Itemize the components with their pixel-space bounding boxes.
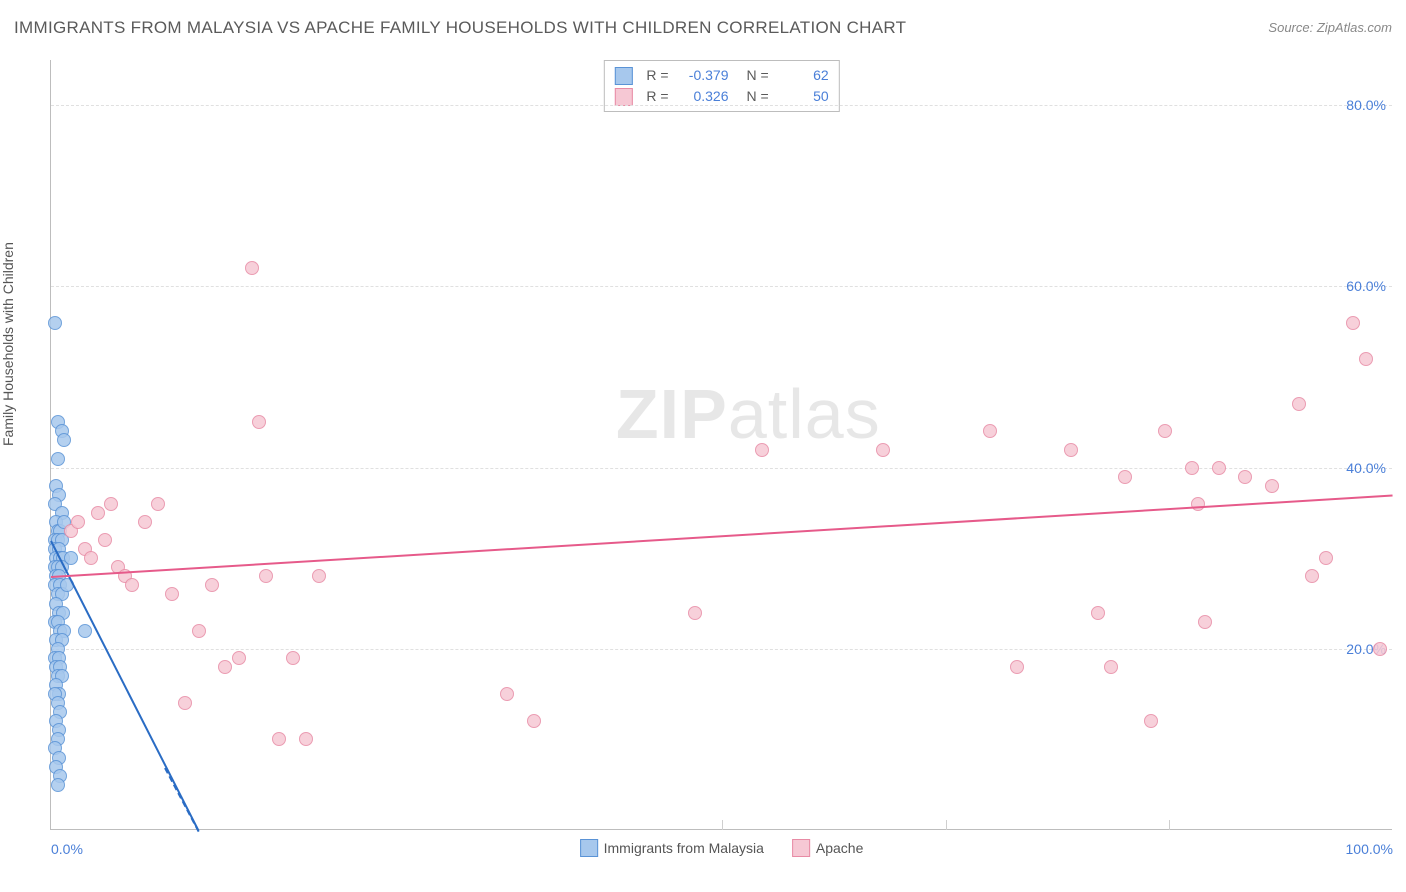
scatter-point [104,497,118,511]
scatter-point [286,651,300,665]
scatter-point [48,316,62,330]
scatter-point [1144,714,1158,728]
y-axis-label: Family Households with Children [0,242,16,446]
swatch-series1 [580,839,598,857]
stat-r-series2: 0.326 [679,86,729,107]
scatter-point [1265,479,1279,493]
swatch-series2 [614,88,632,106]
scatter-point [527,714,541,728]
legend-row-series1: R = -0.379 N = 62 [614,65,828,86]
regression-line-extrapolated [164,767,199,831]
legend-stats-box: R = -0.379 N = 62 R = 0.326 N = 50 [603,60,839,112]
stat-label-r: R = [646,65,668,86]
source-attribution: Source: ZipAtlas.com [1268,20,1392,35]
swatch-series1 [614,67,632,85]
scatter-point [1373,642,1387,656]
scatter-point [1010,660,1024,674]
scatter-point [1319,551,1333,565]
chart-title: IMMIGRANTS FROM MALAYSIA VS APACHE FAMIL… [14,18,906,38]
x-tick-mark [1169,820,1170,830]
scatter-point [1292,397,1306,411]
scatter-point [500,687,514,701]
scatter-point [1238,470,1252,484]
legend-bottom: Immigrants from Malaysia Apache [580,839,864,857]
stat-label-n: N = [747,86,769,107]
scatter-point [57,433,71,447]
scatter-point [1212,461,1226,475]
scatter-point [252,415,266,429]
legend-row-series2: R = 0.326 N = 50 [614,86,828,107]
scatter-point [1191,497,1205,511]
x-tick-label: 100.0% [1346,841,1393,857]
scatter-point [1346,316,1360,330]
scatter-point [232,651,246,665]
gridline-horizontal [51,649,1392,650]
x-tick-mark [946,820,947,830]
scatter-point [1185,461,1199,475]
scatter-point [178,696,192,710]
swatch-series2 [792,839,810,857]
regression-line [51,495,1393,579]
stat-label-r: R = [646,86,668,107]
gridline-horizontal [51,286,1392,287]
scatter-plot-area: ZIPatlas R = -0.379 N = 62 R = 0.326 N =… [50,60,1392,830]
scatter-point [876,443,890,457]
scatter-point [272,732,286,746]
y-tick-label: 40.0% [1346,460,1386,476]
scatter-point [688,606,702,620]
source-name: ZipAtlas.com [1317,20,1392,35]
scatter-point [1198,615,1212,629]
scatter-point [1118,470,1132,484]
watermark: ZIPatlas [616,374,881,454]
stat-n-series2: 50 [779,86,829,107]
x-tick-label: 0.0% [51,841,83,857]
scatter-point [125,578,139,592]
scatter-point [84,551,98,565]
source-label: Source: [1268,20,1313,35]
scatter-point [1158,424,1172,438]
legend-label-series1: Immigrants from Malaysia [604,840,764,856]
scatter-point [245,261,259,275]
scatter-point [98,533,112,547]
y-tick-label: 60.0% [1346,278,1386,294]
scatter-point [51,778,65,792]
scatter-point [1064,443,1078,457]
legend-label-series2: Apache [816,840,863,856]
scatter-point [165,587,179,601]
scatter-point [51,452,65,466]
scatter-point [1359,352,1373,366]
scatter-point [138,515,152,529]
scatter-point [218,660,232,674]
scatter-point [71,515,85,529]
scatter-point [983,424,997,438]
scatter-point [205,578,219,592]
x-tick-mark [722,820,723,830]
gridline-horizontal [51,105,1392,106]
scatter-point [755,443,769,457]
stat-r-series1: -0.379 [679,65,729,86]
legend-item-series1: Immigrants from Malaysia [580,839,764,857]
scatter-point [151,497,165,511]
scatter-point [1091,606,1105,620]
scatter-point [64,551,78,565]
stat-label-n: N = [747,65,769,86]
scatter-point [1305,569,1319,583]
scatter-point [91,506,105,520]
scatter-point [78,624,92,638]
legend-item-series2: Apache [792,839,863,857]
stat-n-series1: 62 [779,65,829,86]
scatter-point [312,569,326,583]
scatter-point [192,624,206,638]
scatter-point [259,569,273,583]
y-tick-label: 80.0% [1346,97,1386,113]
scatter-point [1104,660,1118,674]
scatter-point [299,732,313,746]
